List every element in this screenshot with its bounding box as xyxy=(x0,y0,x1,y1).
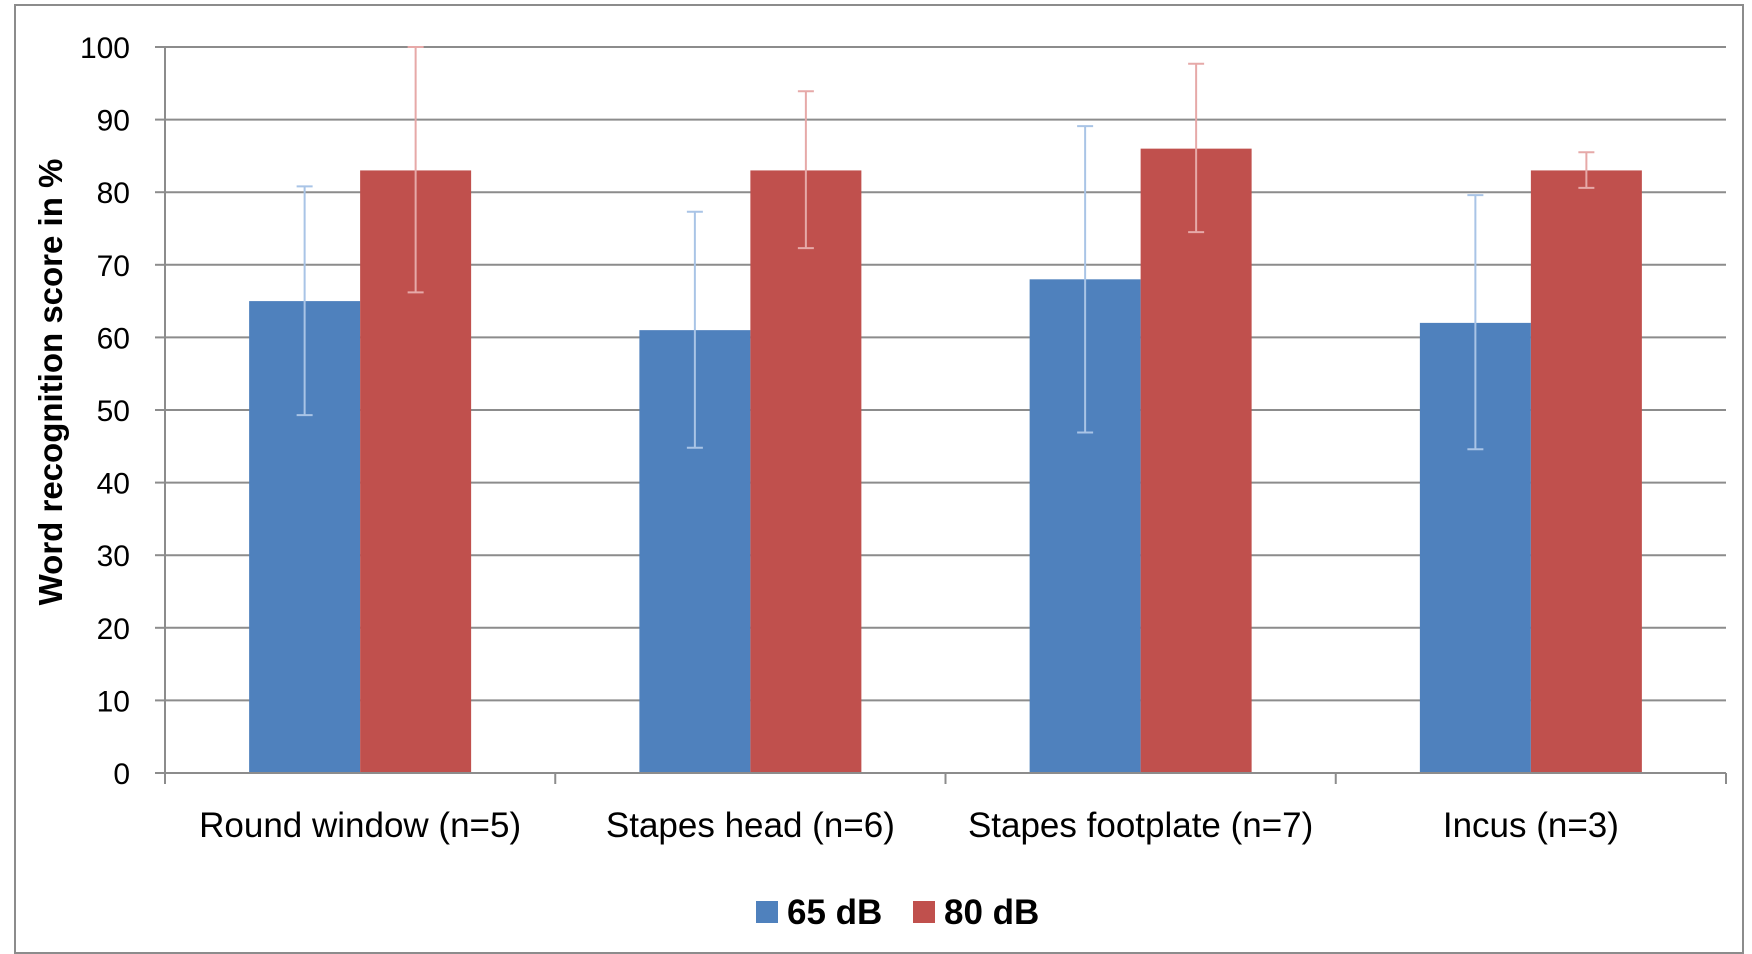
x-category-label: Stapes head (n=6) xyxy=(606,806,895,845)
y-tick-label: 60 xyxy=(97,322,130,355)
x-category-label: Incus (n=3) xyxy=(1443,806,1619,845)
bar xyxy=(1140,148,1252,773)
y-tick-label: 90 xyxy=(97,105,130,138)
bar xyxy=(1530,170,1642,774)
y-tick-label: 50 xyxy=(97,395,130,428)
bars xyxy=(249,148,1642,774)
legend-swatch xyxy=(756,901,778,923)
y-tick-label: 10 xyxy=(97,685,130,718)
y-tick-label: 40 xyxy=(97,468,130,501)
y-tick-label: 70 xyxy=(97,250,130,283)
legend-label: 65 dB xyxy=(787,893,882,932)
bar xyxy=(750,170,862,774)
legend-swatch xyxy=(913,901,935,923)
x-category-label: Stapes footplate (n=7) xyxy=(968,806,1313,845)
legend-label: 80 dB xyxy=(944,893,1039,932)
y-tick-label: 20 xyxy=(97,613,130,646)
y-tick-label: 100 xyxy=(80,32,130,65)
y-axis-title: Word recognition score in % xyxy=(32,159,69,606)
y-tick-label: 30 xyxy=(97,540,130,573)
y-tick-label: 0 xyxy=(113,758,130,791)
y-tick-labels: 0 10 20 30 40 50 60 70 80 90 100 xyxy=(80,32,130,791)
x-category-label: Round window (n=5) xyxy=(199,806,521,845)
x-category-labels: Round window (n=5) Stapes head (n=6) Stape… xyxy=(199,806,1619,845)
legend: 65 dB 80 dB xyxy=(756,893,1039,932)
axes xyxy=(164,47,1727,784)
y-tick-label: 80 xyxy=(97,177,130,210)
error-bars xyxy=(296,46,1595,451)
